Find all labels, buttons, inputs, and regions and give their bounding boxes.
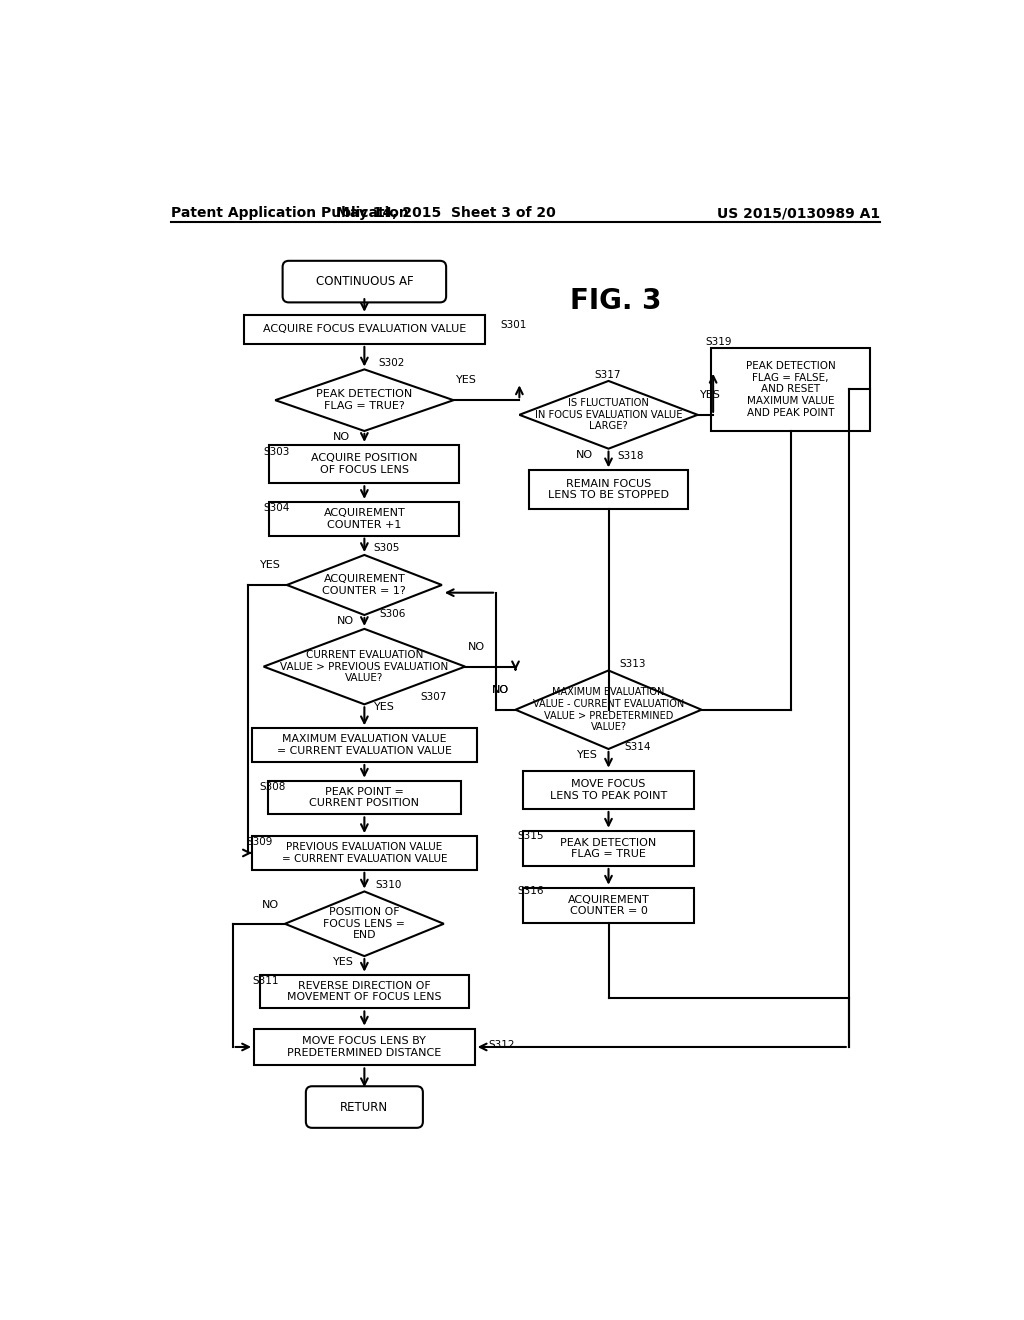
Text: S303: S303: [263, 446, 290, 457]
FancyBboxPatch shape: [267, 780, 461, 814]
Text: NO: NO: [493, 685, 509, 694]
Text: NO: NO: [337, 616, 353, 626]
Text: S318: S318: [617, 451, 644, 462]
FancyBboxPatch shape: [523, 830, 693, 866]
Text: S319: S319: [706, 337, 732, 347]
Text: YES: YES: [333, 957, 353, 968]
Text: NO: NO: [467, 642, 484, 652]
Text: S304: S304: [263, 503, 290, 513]
Text: S315: S315: [517, 832, 544, 841]
Text: MAXIMUM EVALUATION VALUE
= CURRENT EVALUATION VALUE: MAXIMUM EVALUATION VALUE = CURRENT EVALU…: [276, 734, 452, 756]
Text: S301: S301: [500, 319, 526, 330]
Text: MOVE FOCUS LENS BY
PREDETERMINED DISTANCE: MOVE FOCUS LENS BY PREDETERMINED DISTANC…: [288, 1036, 441, 1057]
Polygon shape: [285, 891, 443, 956]
FancyBboxPatch shape: [260, 974, 469, 1008]
Text: YES: YES: [700, 389, 721, 400]
Text: S313: S313: [620, 659, 646, 668]
Polygon shape: [263, 628, 465, 705]
Text: YES: YES: [577, 750, 598, 760]
Text: PEAK DETECTION
FLAG = TRUE?: PEAK DETECTION FLAG = TRUE?: [316, 389, 413, 411]
Text: S306: S306: [380, 610, 407, 619]
FancyBboxPatch shape: [523, 887, 693, 923]
Text: S312: S312: [488, 1040, 515, 1051]
Polygon shape: [287, 554, 442, 615]
Text: MAXIMUM EVALUATION
VALUE - CURRENT EVALUATION
VALUE > PREDETERMINED
VALUE?: MAXIMUM EVALUATION VALUE - CURRENT EVALU…: [532, 688, 684, 733]
FancyBboxPatch shape: [712, 348, 870, 430]
Text: PEAK POINT =
CURRENT POSITION: PEAK POINT = CURRENT POSITION: [309, 787, 420, 808]
FancyBboxPatch shape: [269, 445, 460, 483]
Text: POSITION OF
FOCUS LENS =
END: POSITION OF FOCUS LENS = END: [324, 907, 406, 940]
Polygon shape: [519, 381, 697, 449]
Text: REMAIN FOCUS
LENS TO BE STOPPED: REMAIN FOCUS LENS TO BE STOPPED: [548, 479, 669, 500]
FancyBboxPatch shape: [252, 836, 477, 870]
Text: NO: NO: [262, 899, 280, 909]
Text: NO: NO: [493, 685, 509, 694]
Polygon shape: [275, 370, 454, 430]
Text: NO: NO: [333, 432, 350, 442]
FancyBboxPatch shape: [245, 314, 484, 345]
Text: PEAK DETECTION
FLAG = TRUE: PEAK DETECTION FLAG = TRUE: [560, 837, 656, 859]
Text: REVERSE DIRECTION OF
MOVEMENT OF FOCUS LENS: REVERSE DIRECTION OF MOVEMENT OF FOCUS L…: [287, 981, 441, 1002]
Text: S309: S309: [247, 837, 273, 847]
FancyBboxPatch shape: [252, 729, 477, 762]
Text: S317: S317: [595, 370, 621, 380]
Text: CONTINUOUS AF: CONTINUOUS AF: [315, 275, 414, 288]
Text: RETURN: RETURN: [340, 1101, 388, 1114]
Text: ACQUIRE FOCUS EVALUATION VALUE: ACQUIRE FOCUS EVALUATION VALUE: [263, 325, 466, 334]
Text: S310: S310: [375, 880, 401, 890]
Text: FIG. 3: FIG. 3: [570, 286, 662, 315]
Text: S314: S314: [624, 742, 650, 751]
Text: YES: YES: [456, 375, 477, 385]
Text: YES: YES: [260, 560, 281, 570]
Text: ACQUIREMENT
COUNTER +1: ACQUIREMENT COUNTER +1: [324, 508, 406, 529]
FancyBboxPatch shape: [529, 470, 688, 508]
FancyBboxPatch shape: [254, 1028, 475, 1065]
Text: US 2015/0130989 A1: US 2015/0130989 A1: [717, 206, 880, 220]
Text: MOVE FOCUS
LENS TO PEAK POINT: MOVE FOCUS LENS TO PEAK POINT: [550, 779, 667, 801]
Text: S302: S302: [378, 358, 404, 368]
Text: S316: S316: [517, 887, 544, 896]
Text: ACQUIREMENT
COUNTER = 1?: ACQUIREMENT COUNTER = 1?: [323, 574, 407, 595]
Text: S311: S311: [252, 975, 279, 986]
Text: CURRENT EVALUATION
VALUE > PREVIOUS EVALUATION
VALUE?: CURRENT EVALUATION VALUE > PREVIOUS EVAL…: [281, 649, 449, 684]
Text: Patent Application Publication: Patent Application Publication: [171, 206, 409, 220]
Polygon shape: [515, 671, 701, 748]
Text: NO: NO: [575, 450, 593, 459]
Text: ACQUIREMENT
COUNTER = 0: ACQUIREMENT COUNTER = 0: [567, 895, 649, 916]
FancyBboxPatch shape: [269, 502, 460, 536]
Text: PREVIOUS EVALUATION VALUE
= CURRENT EVALUATION VALUE: PREVIOUS EVALUATION VALUE = CURRENT EVAL…: [282, 842, 447, 863]
Text: S308: S308: [260, 781, 286, 792]
Text: ACQUIRE POSITION
OF FOCUS LENS: ACQUIRE POSITION OF FOCUS LENS: [311, 453, 418, 475]
Text: IS FLUCTUATION
IN FOCUS EVALUATION VALUE
LARGE?: IS FLUCTUATION IN FOCUS EVALUATION VALUE…: [535, 399, 682, 432]
Text: S307: S307: [420, 693, 446, 702]
Text: PEAK DETECTION
FLAG = FALSE,
AND RESET
MAXIMUM VALUE
AND PEAK POINT: PEAK DETECTION FLAG = FALSE, AND RESET M…: [745, 362, 836, 417]
Text: May 14, 2015  Sheet 3 of 20: May 14, 2015 Sheet 3 of 20: [336, 206, 556, 220]
FancyBboxPatch shape: [283, 261, 446, 302]
FancyBboxPatch shape: [306, 1086, 423, 1127]
Text: YES: YES: [374, 702, 394, 711]
FancyBboxPatch shape: [523, 771, 693, 809]
Text: S305: S305: [374, 543, 400, 553]
